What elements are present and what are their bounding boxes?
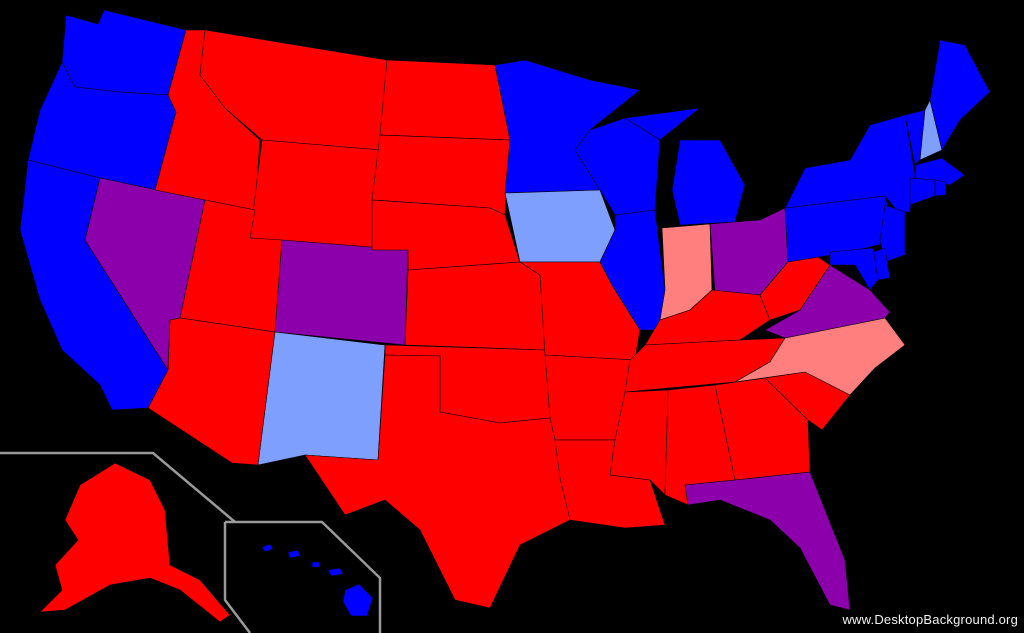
state-florida	[684, 471, 851, 611]
alaska-inset-border	[0, 451, 236, 523]
state-new-jersey	[879, 204, 906, 263]
state-new-mexico	[257, 331, 386, 466]
state-kansas	[404, 261, 546, 351]
state-maryland	[829, 247, 879, 291]
state-alaska	[39, 462, 231, 623]
state-texas	[304, 354, 571, 609]
state-iowa	[504, 189, 616, 263]
state-north-dakota	[379, 59, 511, 141]
state-wyoming	[249, 139, 381, 253]
state-maine	[929, 39, 991, 151]
state-rhode-island	[934, 179, 947, 197]
hawaii-inset-border	[225, 520, 382, 633]
state-massachusetts	[914, 157, 966, 186]
state-wisconsin	[574, 117, 661, 216]
watermark-text: www.DesktopBackground.org	[842, 612, 1018, 627]
state-colorado	[274, 239, 409, 346]
state-illinois	[599, 209, 666, 331]
state-hawaii	[261, 543, 374, 617]
hawaii-inset-left-border	[223, 522, 251, 633]
